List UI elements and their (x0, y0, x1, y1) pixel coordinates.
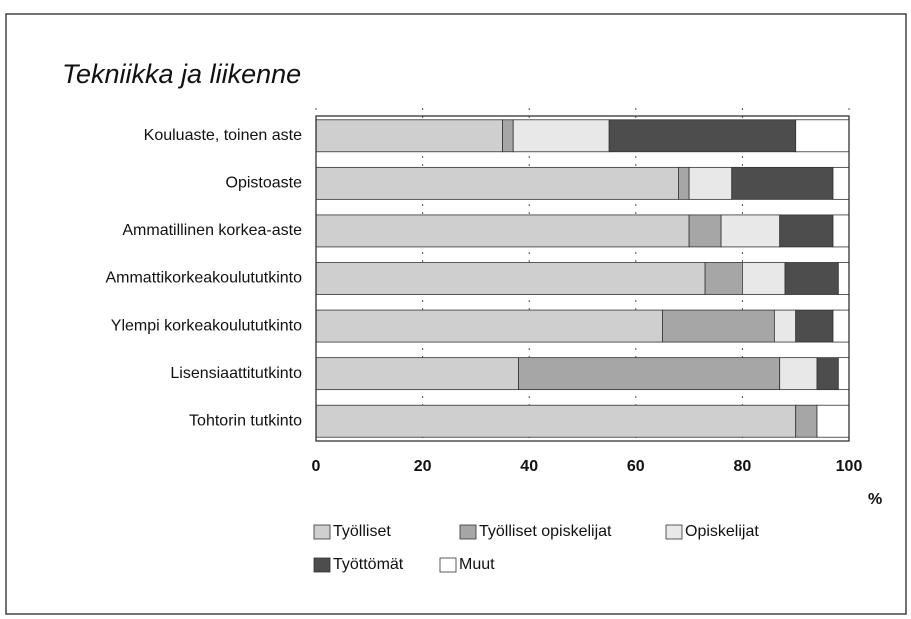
x-tick-label: 20 (414, 458, 432, 475)
bar-segment (837, 357, 850, 391)
bar-segment (779, 357, 818, 391)
bar-segment (816, 404, 850, 438)
bar-segment (688, 214, 722, 248)
bar-segment (315, 119, 503, 153)
chart-title: Tekniikka ja liikenne (62, 59, 301, 89)
y-tick-label: Opistoaste (226, 175, 303, 192)
x-tick-label: 60 (627, 458, 645, 475)
x-tick-label: 80 (734, 458, 752, 475)
legend-label: Muut (459, 556, 495, 573)
bar-segment (502, 119, 514, 153)
frame (5, 13, 907, 615)
bar-segment (779, 214, 834, 248)
y-tick-label: Kouluaste, toinen aste (144, 127, 302, 144)
x-axis-label: % (868, 491, 882, 508)
legend-swatch (439, 557, 457, 573)
bar-segment (832, 214, 850, 248)
bar-segment (784, 262, 839, 295)
bar-segment (795, 119, 850, 153)
legend-label: Opiskelijat (685, 523, 759, 540)
y-tick-label: Ammattikorkeakoulututkinto (105, 270, 302, 287)
x-tick-label: 100 (836, 458, 863, 475)
bar-segment (795, 404, 818, 438)
bar-segment (837, 262, 850, 295)
y-tick-label: Lisensiaattitutkinto (170, 365, 302, 382)
plot-frame (315, 115, 850, 442)
bar-segment (688, 166, 733, 200)
legend-swatch (313, 524, 331, 540)
y-tick-label: Ammatillinen korkea-aste (122, 222, 302, 239)
bar-segment (315, 166, 679, 200)
y-tick-label: Tohtorin tutkinto (189, 412, 302, 429)
legend-label: Työlliset (333, 523, 391, 540)
legend-swatch (313, 557, 331, 573)
bar-segment (512, 119, 610, 153)
x-tick-label: 40 (520, 458, 538, 475)
bar-segment (315, 357, 519, 391)
y-tick-label: Ylempi korkeakoulututkinto (111, 317, 302, 334)
bar-segment (662, 309, 775, 343)
bar-segment (678, 166, 690, 200)
bar-segment (832, 166, 850, 200)
bar-segment (518, 357, 781, 391)
bar-segment (720, 214, 781, 248)
legend-label: Työlliset opiskelijat (479, 523, 612, 540)
x-tick-label: 0 (312, 458, 321, 475)
bar-segment (608, 119, 797, 153)
bar-segment (315, 404, 797, 438)
bar-segment (315, 262, 706, 295)
bar-segment (704, 262, 743, 295)
bar-segment (742, 262, 786, 295)
bar-segment (731, 166, 834, 200)
bar-segment (832, 309, 850, 343)
bar-segment (795, 309, 834, 343)
legend-swatch (459, 524, 477, 540)
legend-swatch (665, 524, 683, 540)
bar-segment (816, 357, 839, 391)
bar-segment (315, 214, 690, 248)
bar-segment (315, 309, 663, 343)
legend-label: Työttömät (333, 556, 404, 573)
bar-segment (773, 309, 797, 343)
